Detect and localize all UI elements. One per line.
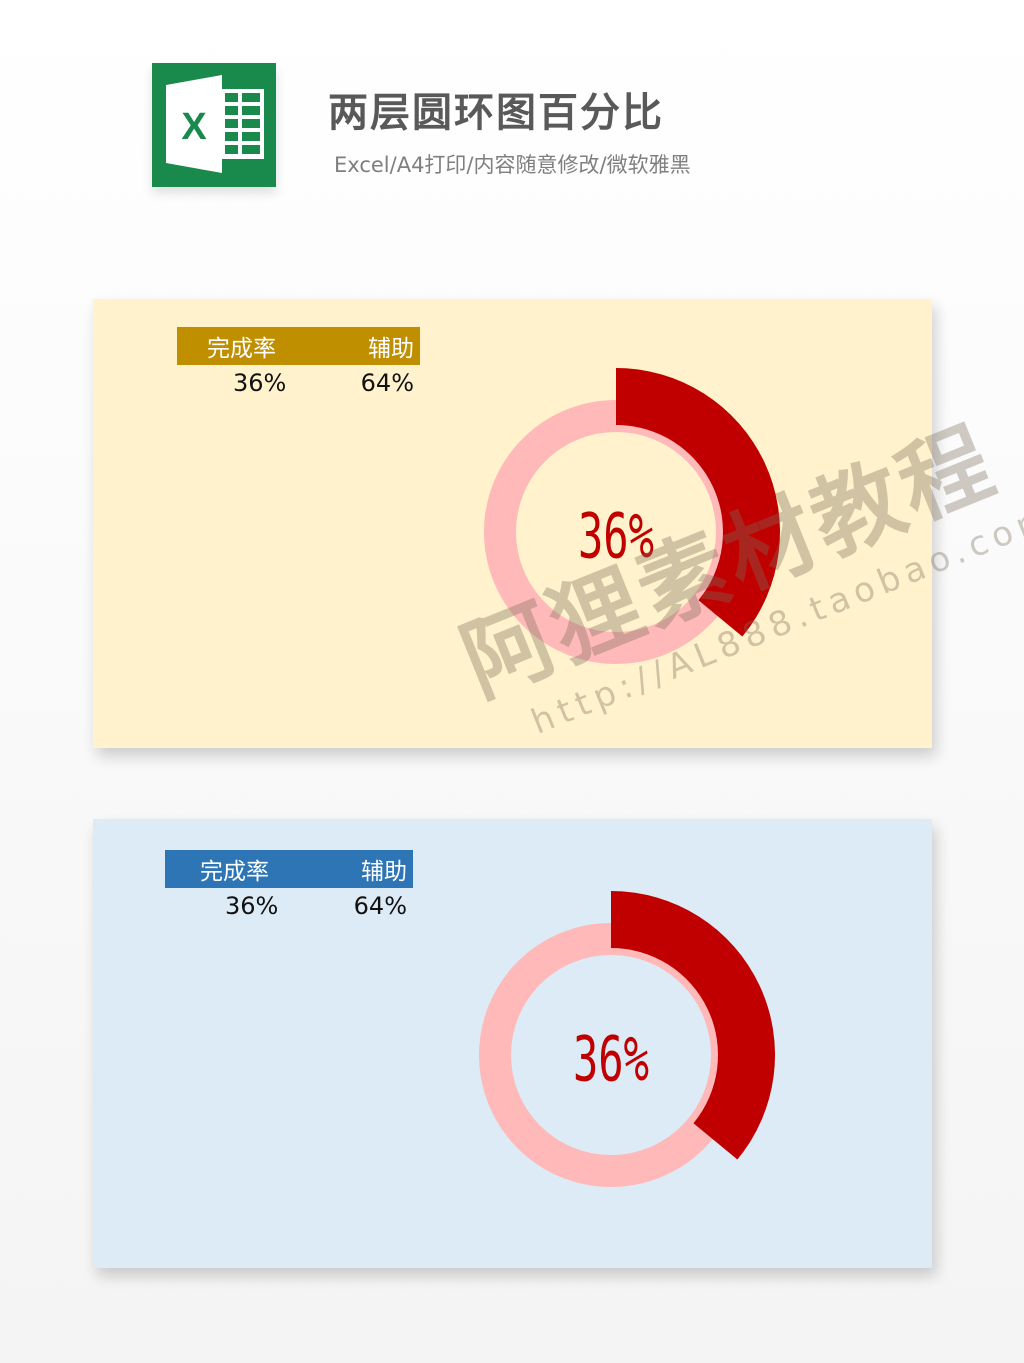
value-completion: 36%: [225, 892, 279, 920]
table-row: 36% 64%: [177, 365, 420, 397]
value-completion: 36%: [233, 369, 287, 397]
excel-logo-icon: X: [152, 63, 276, 187]
value-auxiliary: 64%: [353, 892, 407, 920]
page-subtitle: Excel/A4打印/内容随意修改/微软雅黑: [334, 153, 691, 177]
table-header: 完成率 辅助: [177, 327, 420, 365]
doughnut-chart: 36%: [479, 891, 775, 1187]
data-table: 完成率 辅助 36% 64%: [177, 327, 420, 397]
value-auxiliary: 64%: [360, 369, 414, 397]
center-label: 36%: [578, 500, 654, 573]
progress-segment: [611, 891, 775, 1160]
doughnut-chart: 36%: [484, 368, 780, 664]
page-title: 两层圆环图百分比: [328, 90, 664, 136]
header-auxiliary: 辅助: [368, 336, 414, 362]
table-row: 36% 64%: [165, 888, 413, 920]
progress-segment: [616, 368, 780, 637]
table-header: 完成率 辅助: [165, 850, 413, 888]
data-table: 完成率 辅助 36% 64%: [165, 850, 413, 920]
header-auxiliary: 辅助: [361, 859, 407, 885]
logo-letter: X: [181, 106, 207, 148]
center-label: 36%: [573, 1023, 649, 1096]
chart-panel-1: 完成率 辅助 36% 64% 36%: [93, 299, 932, 748]
header-completion: 完成率: [200, 859, 269, 885]
chart-panel-2: 完成率 辅助 36% 64% 36%: [93, 819, 932, 1268]
header-completion: 完成率: [207, 336, 276, 362]
